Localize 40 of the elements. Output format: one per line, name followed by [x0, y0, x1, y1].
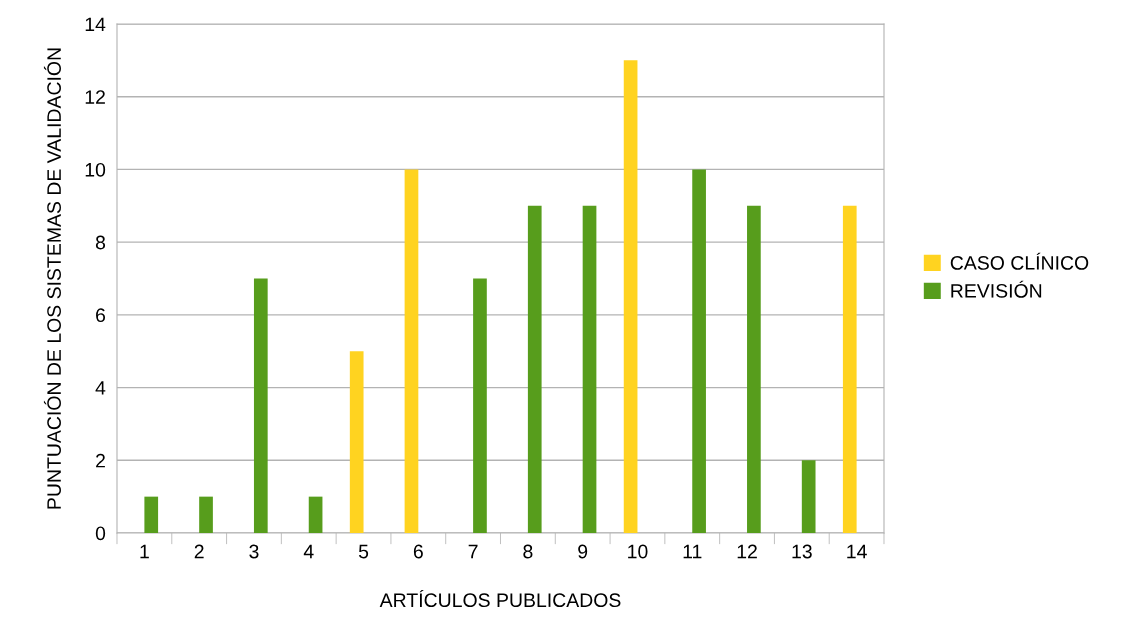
x-tick-label: 5: [358, 544, 369, 559]
bar: [144, 496, 159, 533]
bar: [623, 60, 638, 533]
x-tick-label: 4: [303, 544, 314, 559]
bar: [253, 278, 268, 533]
bar: [692, 169, 706, 533]
x-tick-label: 1: [140, 544, 149, 559]
y-tick-label: 0: [95, 526, 106, 541]
bar: [842, 205, 857, 533]
bar: [582, 205, 597, 533]
bar: [199, 496, 213, 533]
x-tick-label: 9: [578, 544, 588, 559]
y-tick-label: 6: [96, 308, 106, 323]
y-tick-label: 4: [95, 381, 106, 395]
x-axis-title: ARTÍCULOS PUBLICADOS: [379, 590, 621, 608]
x-tick-label: 13: [792, 544, 812, 559]
x-tick-label: 3: [249, 544, 259, 559]
y-tick-label: 10: [85, 162, 106, 177]
x-tick-label: 8: [523, 544, 533, 559]
x-tick-label: 11: [683, 544, 702, 559]
x-tick-label: 10: [628, 544, 648, 559]
bar: [801, 460, 816, 533]
y-tick-label: 8: [95, 235, 106, 250]
y-axis-title: PUNTUACIÓN DE LOS SISTEMAS DE VALIDACIÓN: [43, 48, 61, 509]
x-tick-label: 7: [468, 544, 478, 559]
bar: [747, 205, 761, 533]
bar: [308, 496, 323, 533]
y-tick-label: 2: [96, 453, 105, 468]
bar: [473, 278, 487, 533]
x-tick-label: 14: [847, 544, 867, 559]
legend-label: REVISIÓN: [951, 280, 1042, 298]
legend-label: CASO CLÍNICO: [950, 252, 1089, 270]
x-tick-label: 2: [194, 544, 204, 559]
x-tick-label: 12: [737, 544, 757, 559]
bar: [527, 205, 542, 533]
y-tick-label: 12: [85, 90, 105, 104]
x-tick-label: 6: [413, 544, 423, 559]
bar: [349, 351, 364, 533]
bar: [404, 169, 419, 533]
y-tick-label: 14: [85, 17, 106, 32]
